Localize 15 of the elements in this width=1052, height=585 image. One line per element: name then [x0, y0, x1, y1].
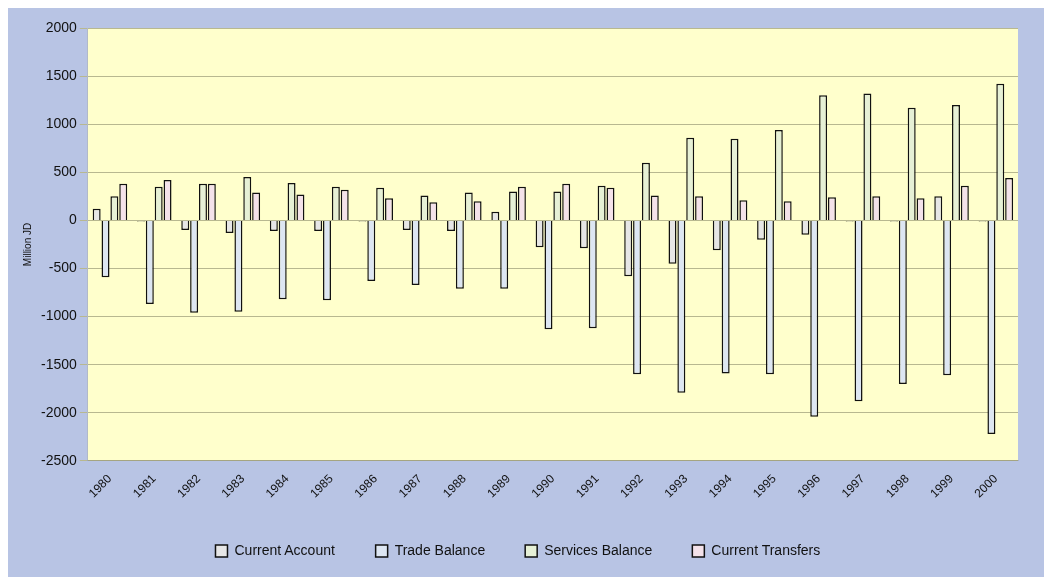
- legend-label: Services Balance: [544, 541, 653, 558]
- y-axis-title: Million JD: [21, 222, 33, 267]
- y-tick-label: 500: [53, 163, 78, 180]
- y-tick-label: -1500: [40, 355, 78, 372]
- y-tick-label: -500: [48, 259, 78, 276]
- y-tick-label: -2500: [40, 451, 78, 468]
- legend-label: Current Account: [234, 541, 335, 558]
- y-tick-label: -1000: [40, 307, 78, 324]
- y-tick-label: 1000: [45, 115, 78, 132]
- y-tick-label: -2000: [40, 403, 78, 420]
- legend-label: Trade Balance: [394, 541, 486, 558]
- y-tick-label: 2000: [45, 18, 78, 35]
- legend-label: Current Transfers: [711, 541, 821, 558]
- y-tick-label: 1500: [45, 66, 78, 83]
- y-tick-label: 0: [69, 211, 78, 228]
